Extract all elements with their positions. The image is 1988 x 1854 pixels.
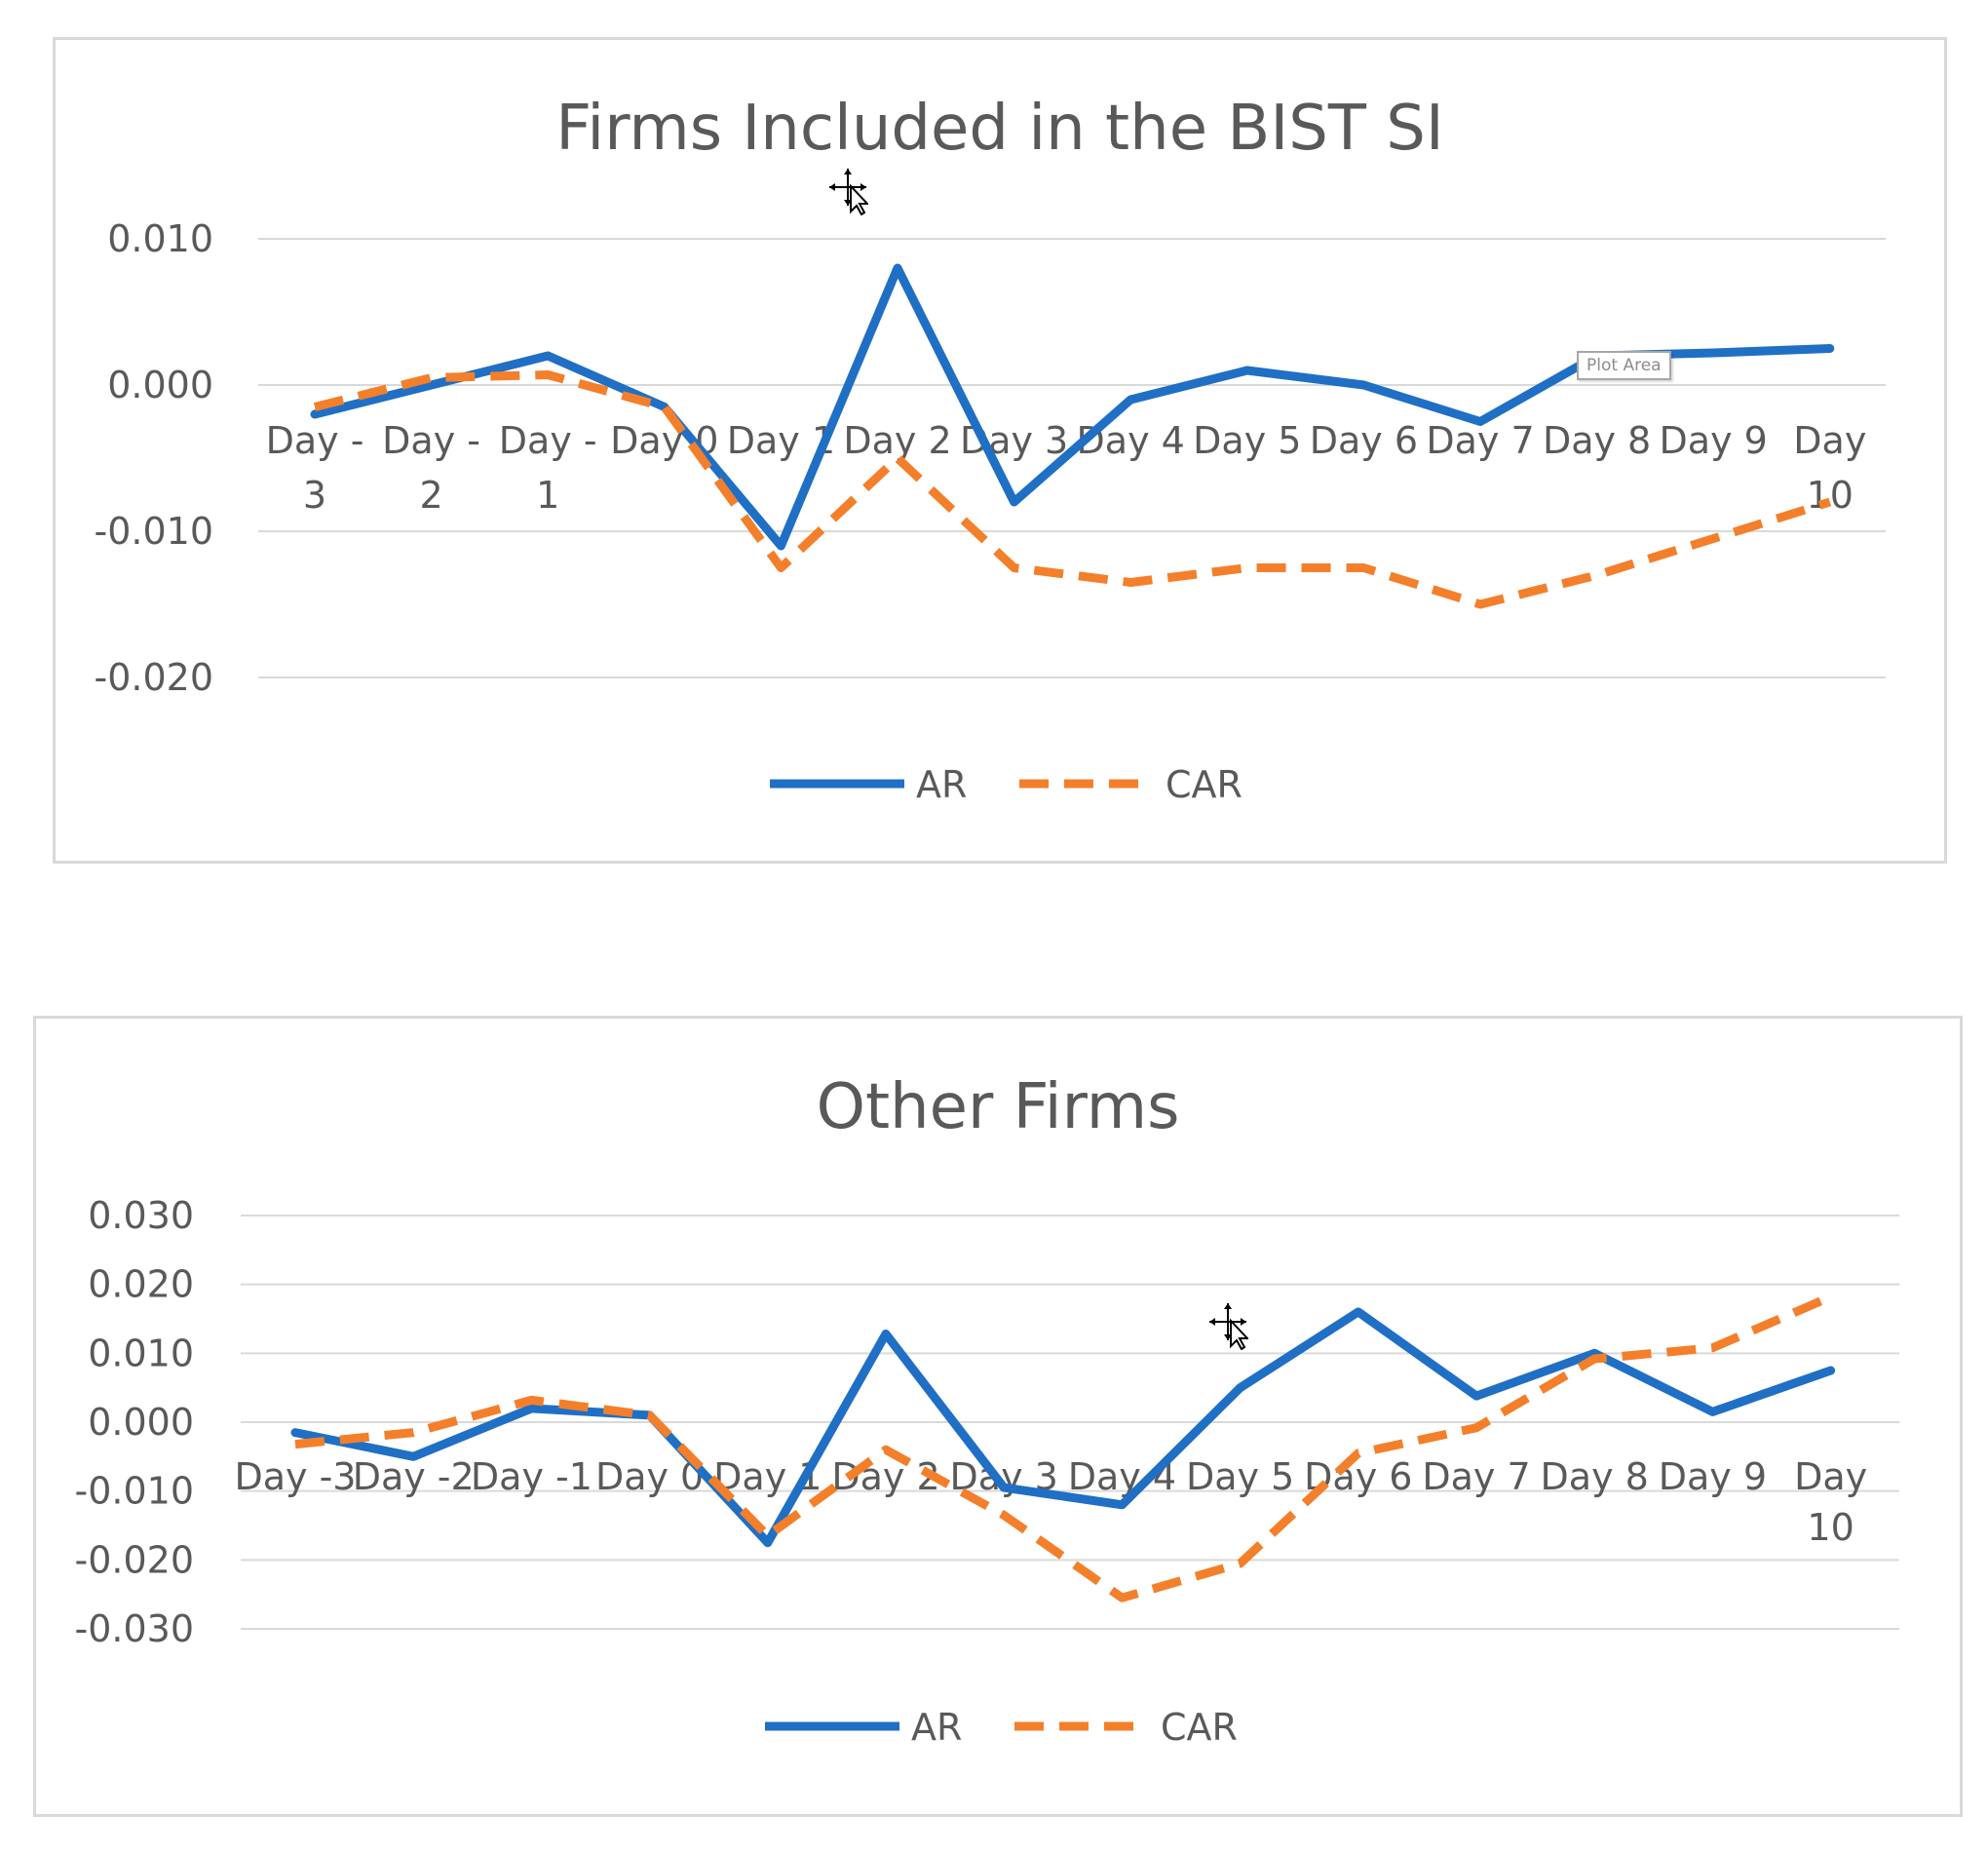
x-tick-label: Day -2 [382,419,480,517]
data-point-car[interactable] [1830,1296,1831,1297]
series-line-car[interactable] [313,370,1832,609]
x-tick-label: Day -3 [234,1455,356,1498]
x-tick-label: Day 5 [1193,419,1301,462]
y-tick-label: -0.010 [95,510,214,553]
legend-label-ar[interactable]: AR [916,763,967,806]
y-tick-label: 0.030 [88,1194,194,1237]
x-tick-label: Day -3 [266,419,364,517]
x-tick-label: Day 5 [1186,1455,1294,1498]
x-tick-label: Day 7 [1426,419,1534,462]
legend-label-car[interactable]: CAR [1166,763,1242,806]
x-tick-label: Day 0 [595,1455,704,1498]
series-line-car[interactable] [294,1293,1833,1603]
x-tick-label: Day -2 [353,1455,475,1498]
x-tick-label: Day 10 [1794,1455,1867,1549]
x-tick-label: Day -1 [499,419,597,517]
x-tick-label: Day 9 [1659,1455,1767,1498]
y-tick-label: 0.010 [107,217,213,260]
y-tick-label: 0.000 [88,1401,194,1444]
y-tick-label: 0.020 [88,1263,194,1306]
x-tick-label: Day 7 [1422,1455,1530,1498]
data-point-car[interactable] [1246,567,1247,568]
data-point-car[interactable] [431,377,432,378]
x-tick-label: Day 4 [1077,419,1185,462]
x-tick-label: Day 6 [1310,419,1418,462]
chart-title: Firms Included in the BIST SI [555,93,1444,165]
x-tick-label: Day 8 [1541,1455,1649,1498]
legend-label-ar[interactable]: AR [911,1706,962,1749]
move-cursor-icon [829,169,868,215]
x-tick-label: Day 9 [1660,419,1768,462]
y-tick-label: -0.030 [75,1607,195,1650]
y-tick-label: 0.000 [107,364,213,406]
x-tick-label: Day -1 [471,1455,593,1498]
x-tick-label: Day 2 [843,419,951,462]
y-tick-label: -0.020 [95,656,214,699]
series-line-ar[interactable] [290,1307,1836,1548]
chart-panel-other-firms[interactable]: Other Firms 0.030 0.020 0.010 0.000 -0.010 -0… [33,1016,1963,1817]
x-tick-label: Day 4 [1068,1455,1176,1498]
chart-plot-area[interactable]: 0.030 0.020 0.010 0.000 -0.010 -0.020 -0.030 Da… [36,1019,1966,1820]
chart-panel-bist-si[interactable]: Firms Included in the BIST SI 0.010 0.000… [53,37,1947,864]
plot-area-tooltip: Plot Area [1577,351,1671,380]
data-point-car[interactable] [1596,575,1597,576]
chart-title: Other Firms [816,1071,1180,1143]
x-tick-label: Day 8 [1543,419,1651,462]
y-tick-label: 0.010 [88,1332,194,1374]
move-cursor-icon [1209,1303,1248,1350]
legend-label-car[interactable]: CAR [1161,1706,1238,1749]
y-tick-label: -0.010 [75,1470,195,1513]
x-tick-label: Day 10 [1793,419,1866,517]
y-tick-label: -0.020 [75,1538,195,1581]
